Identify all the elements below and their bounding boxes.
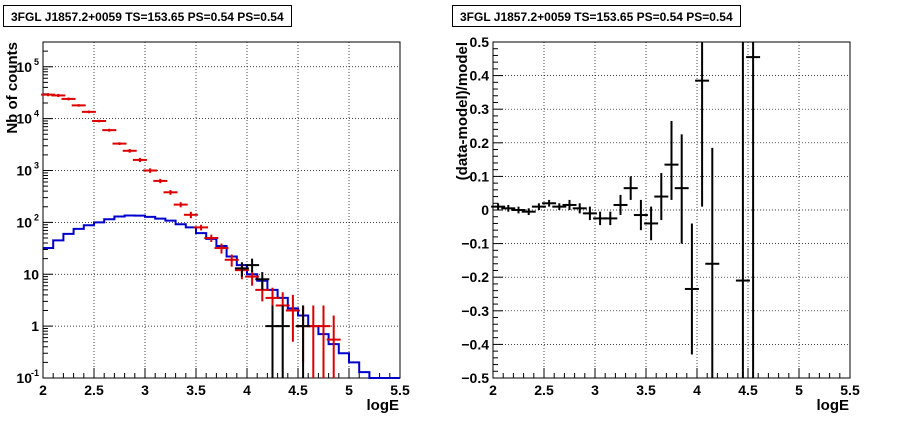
- y-tick-label: 0: [481, 202, 489, 218]
- x-tick-label: 2: [489, 382, 497, 398]
- x-tick-label: 5: [795, 382, 803, 398]
- y-tick-label: 10: [16, 111, 32, 127]
- data-series-black: [234, 258, 311, 378]
- x-tick-label: 2.5: [534, 382, 554, 398]
- x-tick-label: 4.5: [738, 382, 758, 398]
- y-tick-label: 0.2: [470, 135, 490, 151]
- y-tick-exponent: 3: [34, 161, 39, 171]
- data-series-red: [41, 93, 341, 378]
- y-tick-label: −0.1: [461, 236, 489, 252]
- x-axis-title: logE: [817, 397, 850, 414]
- y-tick-label: 10: [16, 370, 32, 386]
- model-histogram-line: [43, 214, 400, 379]
- x-tick-label: 5: [345, 382, 353, 398]
- y-tick-exponent: -1: [31, 368, 39, 378]
- y-tick-exponent: 2: [34, 212, 39, 222]
- x-tick-label: 4: [693, 382, 701, 398]
- right-chart-title: 3FGL J1857.2+0059 TS=153.65 PS=0.54 PS=0…: [452, 5, 741, 27]
- x-tick-label: 3.5: [186, 382, 206, 398]
- y-tick-label: 1: [31, 318, 39, 334]
- x-tick-label: 5.5: [840, 382, 860, 398]
- y-tick-label: −0.5: [461, 370, 489, 386]
- x-tick-label: 3: [141, 382, 149, 398]
- y-tick-label: 0.5: [470, 34, 490, 50]
- y-tick-exponent: 5: [34, 57, 39, 67]
- y-tick-label: −0.4: [461, 336, 489, 352]
- y-tick-label: −0.3: [461, 303, 489, 319]
- x-tick-label: 5.5: [390, 382, 410, 398]
- y-tick-label: −0.2: [461, 269, 489, 285]
- x-tick-label: 4.5: [288, 382, 308, 398]
- x-tick-label: 3.5: [636, 382, 656, 398]
- x-tick-label: 4: [243, 382, 251, 398]
- y-tick-label: 0.1: [470, 168, 490, 184]
- left-chart-title: 3FGL J1857.2+0059 TS=153.65 PS=0.54 PS=0…: [3, 5, 292, 27]
- x-tick-label: 2: [39, 382, 47, 398]
- plot-frame: [42, 41, 401, 379]
- plot-frame: [492, 41, 851, 379]
- y-tick-label: 10: [16, 163, 32, 179]
- y-axis-title: (data-model)/model: [454, 42, 471, 180]
- y-tick-label: 0.3: [470, 101, 490, 117]
- x-tick-label: 2.5: [84, 382, 104, 398]
- chart-residuals: 2 2.5 3 3.5 4 4.5 5 5.5 −0.5 −0.4 −0.3 −0.2 −0.1 0 0.1…: [454, 34, 860, 414]
- x-axis-title: logE: [367, 397, 400, 414]
- y-tick-label: 10: [16, 214, 32, 230]
- residual-points: [491, 42, 761, 378]
- y-axis-title: Nb of counts: [4, 42, 21, 134]
- y-tick-label: 10: [23, 266, 39, 282]
- y-tick-exponent: 4: [34, 109, 39, 119]
- y-tick-label: 0.4: [470, 68, 490, 84]
- y-tick-label: 10: [16, 59, 32, 75]
- x-tick-label: 3: [591, 382, 599, 398]
